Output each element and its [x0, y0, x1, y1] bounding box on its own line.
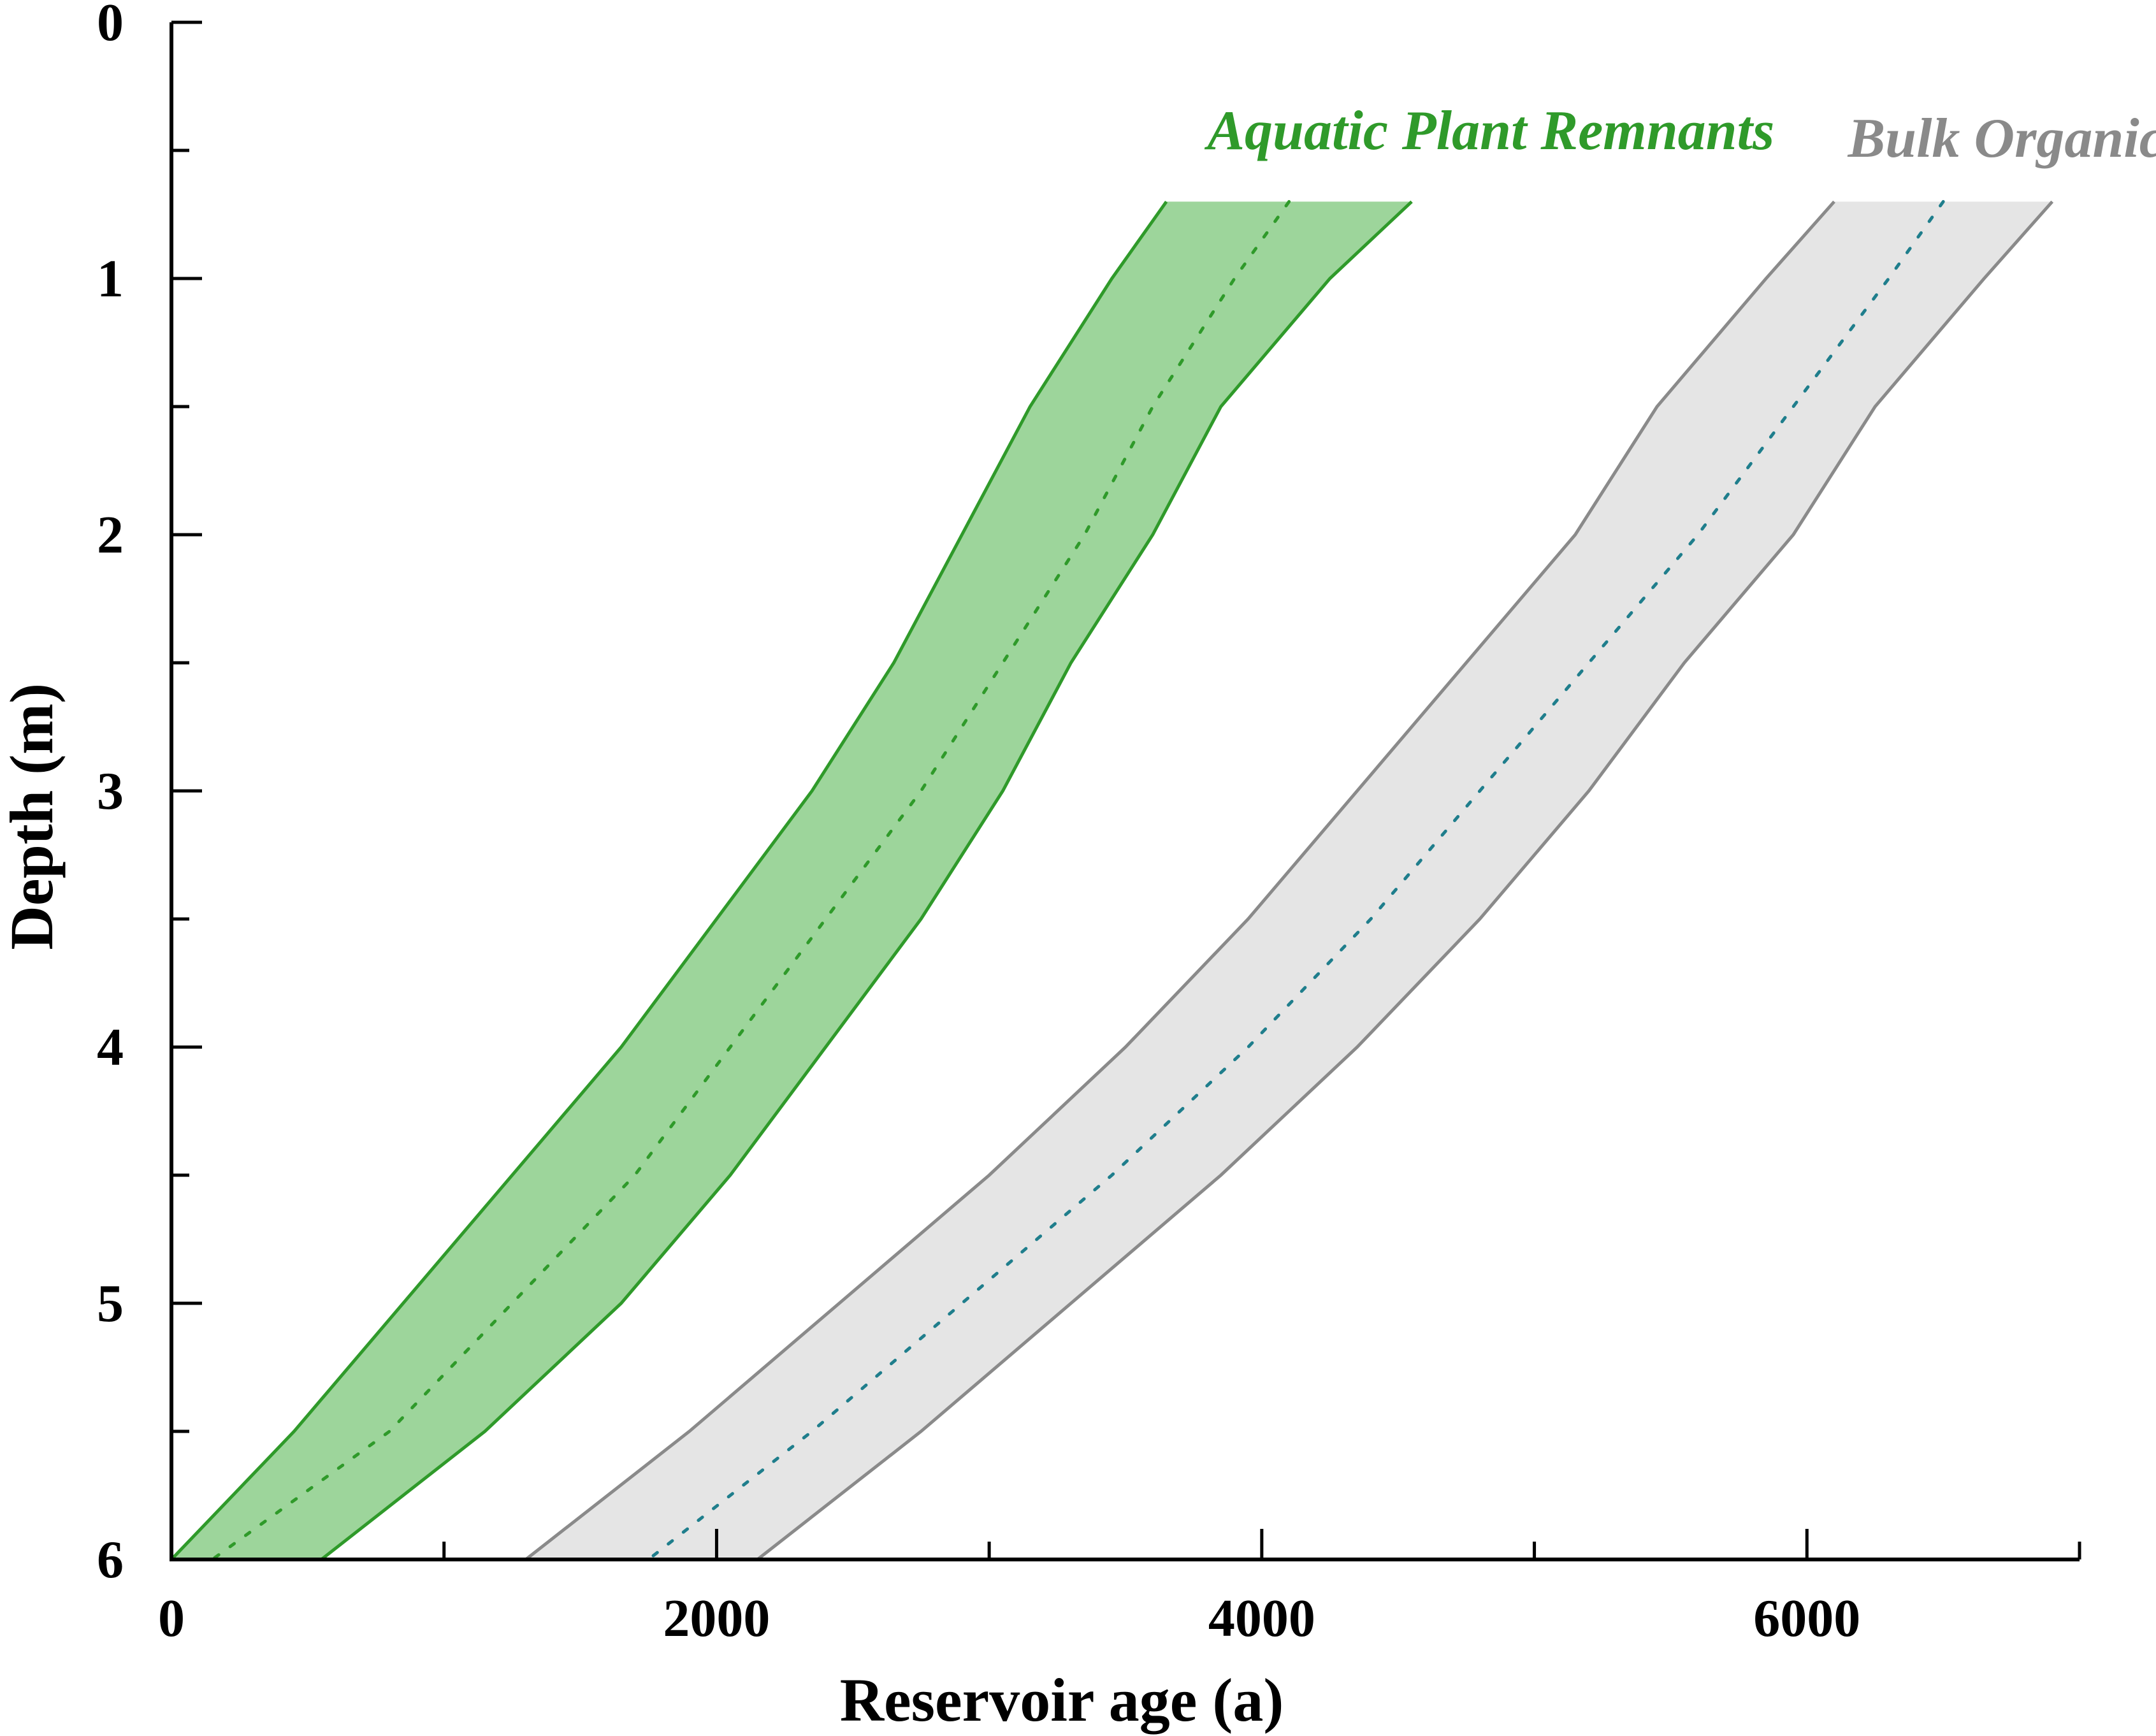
- y-tick-label: 2: [97, 505, 124, 565]
- bulk-organic-matter-band: [526, 201, 2053, 1560]
- x-tick-label: 0: [158, 1589, 185, 1648]
- y-axis-title: Depth (m): [0, 683, 66, 950]
- aquatic-plant-remnants-lower-bound: [170, 200, 1168, 1561]
- bulk-organic-matter-label: Bulk Organic Matter: [1847, 108, 2156, 170]
- y-tick-label: 3: [97, 762, 124, 821]
- bulk-organic-matter-median-line: [647, 199, 1945, 1561]
- data-bands: [170, 199, 2054, 1561]
- y-tick-label: 0: [97, 0, 124, 52]
- x-tick-label: 6000: [1753, 1589, 1860, 1648]
- x-tick-label: 2000: [663, 1589, 770, 1648]
- y-tick-label: 4: [97, 1018, 124, 1077]
- x-tick-label: 4000: [1208, 1589, 1315, 1648]
- x-axis-title: Reservoir age (a): [840, 1666, 1284, 1734]
- bulk-organic-matter-lower-bound: [525, 200, 1835, 1561]
- aquatic-plant-remnants-band: [171, 201, 1412, 1560]
- y-tick-label: 1: [97, 249, 124, 308]
- aquatic-plant-remnants-median-line: [210, 199, 1291, 1561]
- bulk-organic-matter-upper-bound: [756, 200, 2054, 1561]
- labels: Aquatic Plant Remnants Bulk Organic Matte…: [0, 100, 2156, 1734]
- y-tick-label: 6: [97, 1530, 124, 1589]
- y-tick-label: 5: [97, 1274, 124, 1333]
- aquatic-plant-remnants-upper-bound: [320, 200, 1413, 1561]
- aquatic-plant-remnants-label: Aquatic Plant Remnants: [1204, 100, 1774, 162]
